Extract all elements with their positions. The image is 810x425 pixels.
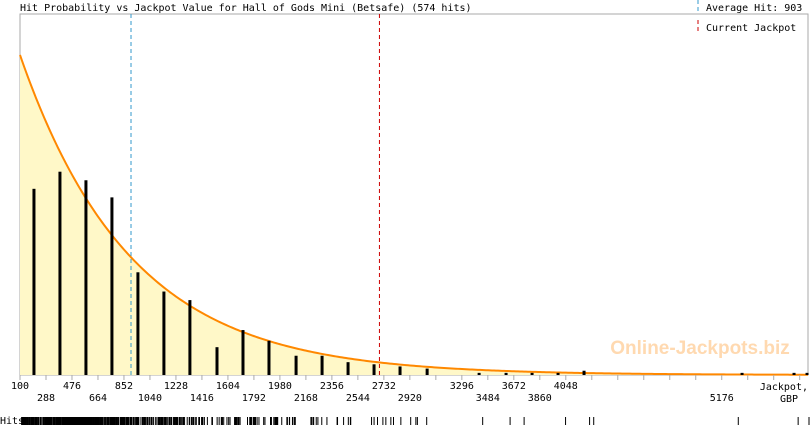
bar xyxy=(267,340,271,375)
x-tick-label: 2356 xyxy=(320,381,344,392)
bar xyxy=(346,362,350,375)
x-tick-label: 3672 xyxy=(502,381,526,392)
bar xyxy=(241,330,245,375)
x-axis-label-line1: Jackpot, xyxy=(760,382,808,393)
watermark: Online-Jackpots.biz xyxy=(610,338,789,359)
bar xyxy=(84,180,88,375)
x-tick-label: 3484 xyxy=(476,393,500,404)
bar xyxy=(372,364,376,375)
x-tick-label: 2732 xyxy=(372,381,396,392)
bar xyxy=(162,291,166,375)
x-tick-label: 1040 xyxy=(138,393,162,404)
x-tick-label: 1604 xyxy=(216,381,240,392)
x-tick-label: 2920 xyxy=(398,393,422,404)
legend-current-jackpot: Current Jackpot xyxy=(706,23,796,34)
x-tick-label: 5176 xyxy=(710,393,734,404)
x-tick-label: 100 xyxy=(11,381,29,392)
bar xyxy=(215,347,219,375)
curve-fill xyxy=(20,55,808,375)
bar xyxy=(188,300,192,375)
x-tick-label: 1416 xyxy=(190,393,214,404)
bar xyxy=(58,171,62,375)
chart-title: Hit Probability vs Jackpot Value for Hal… xyxy=(20,3,472,14)
bar xyxy=(582,370,586,375)
bar xyxy=(792,372,796,375)
bar xyxy=(110,197,114,375)
x-tick-label: 3296 xyxy=(450,381,474,392)
bar xyxy=(32,188,36,375)
bar xyxy=(294,355,298,375)
rug-label: Hits xyxy=(0,416,24,425)
bar xyxy=(398,366,402,375)
bar xyxy=(740,372,744,375)
x-tick-label: 288 xyxy=(37,393,55,404)
bar xyxy=(320,355,324,375)
x-tick-label: 1792 xyxy=(242,393,266,404)
bar xyxy=(477,372,481,375)
x-tick-label: 1228 xyxy=(164,381,188,392)
x-tick-label: 1980 xyxy=(268,381,292,392)
x-tick-label: 4048 xyxy=(554,381,578,392)
x-axis-label-line2: GBP xyxy=(780,394,798,405)
bar xyxy=(805,372,809,375)
x-tick-label: 2168 xyxy=(294,393,318,404)
bar xyxy=(556,372,560,375)
x-tick-label: 2544 xyxy=(346,393,370,404)
x-tick-label: 664 xyxy=(89,393,107,404)
x-tick-label: 476 xyxy=(63,381,81,392)
bar xyxy=(530,372,534,375)
x-tick-label: 852 xyxy=(115,381,133,392)
bar xyxy=(504,372,508,375)
bar xyxy=(136,272,140,375)
legend-average-hit: Average Hit: 903 xyxy=(706,3,802,14)
fit-curve xyxy=(19,54,809,376)
bar xyxy=(425,368,429,375)
x-tick-label: 3860 xyxy=(528,393,552,404)
